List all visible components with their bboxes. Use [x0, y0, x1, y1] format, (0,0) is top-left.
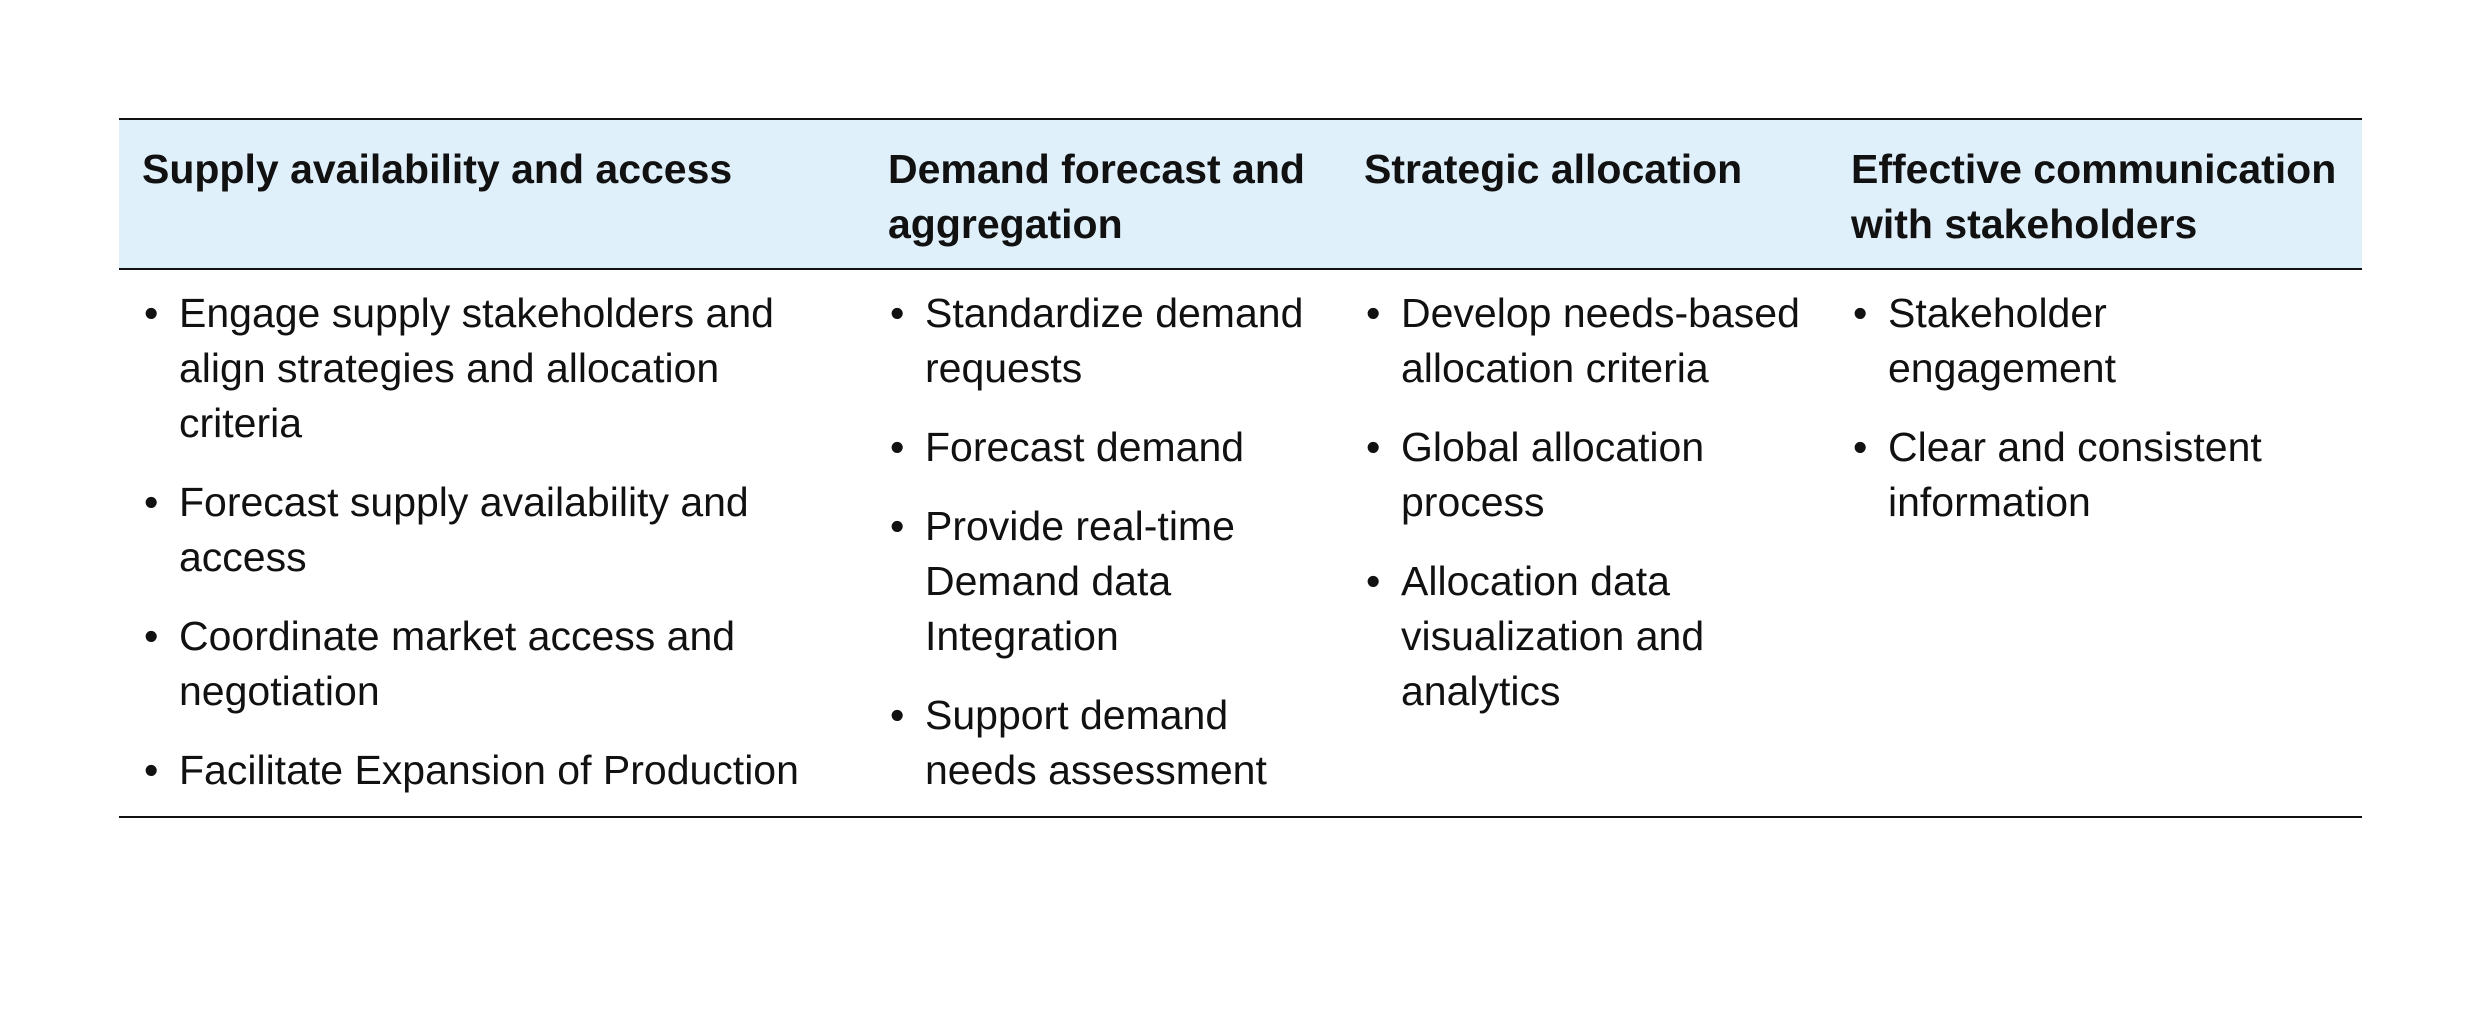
column-heading: Strategic allocation: [1364, 146, 1743, 192]
list-item-text: Allocation data visualization and analyt…: [1401, 558, 1705, 714]
list-item: • Coordinate market access and negotiatio…: [142, 609, 841, 719]
table-header: Supply availability and access Demand for…: [119, 119, 2362, 269]
list-item-text: Standardize demand requests: [925, 290, 1304, 391]
list-item: • Provide real-time Demand data Integrati…: [888, 499, 1317, 664]
list-item-text: Develop needs-based allocation criteria: [1401, 290, 1800, 391]
list-item-text: Support demand needs assessment: [925, 692, 1267, 793]
bullet-list: • Standardize demand requests • Forecast de…: [888, 286, 1317, 798]
list-item: • Allocation data visualization and analy…: [1364, 554, 1804, 719]
column-heading: Demand forecast and aggregation: [888, 146, 1305, 247]
table-body: • Engage supply stakeholders and align st…: [119, 269, 2362, 817]
column-cell: • Stakeholder engagement • Clear and consis…: [1828, 269, 2362, 817]
list-item-text: Provide real-time Demand data Integratio…: [925, 503, 1235, 659]
bullet-icon: •: [1853, 424, 1868, 470]
column-cell: • Engage supply stakeholders and align st…: [119, 269, 865, 817]
list-item-text: Facilitate Expansion of Production: [179, 747, 799, 793]
bullet-icon: •: [890, 290, 905, 336]
list-item: • Develop needs-based allocation criteria: [1364, 286, 1804, 396]
bullet-icon: •: [1366, 424, 1381, 470]
list-item-text: Forecast demand: [925, 424, 1245, 470]
column-heading: Effective communication with stakeholder…: [1851, 146, 2337, 247]
bullet-icon: •: [144, 290, 159, 336]
bullet-icon: •: [144, 613, 159, 659]
bullet-icon: •: [144, 747, 159, 793]
list-item-text: Clear and consistent information: [1888, 424, 2262, 525]
bullet-icon: •: [1853, 290, 1868, 336]
bullet-icon: •: [144, 479, 159, 525]
bullet-icon: •: [890, 692, 905, 738]
bullet-list: • Stakeholder engagement • Clear and consis…: [1851, 286, 2338, 530]
list-item-text: Forecast supply availability and access: [179, 479, 749, 580]
list-item: • Stakeholder engagement: [1851, 286, 2338, 396]
list-item: • Engage supply stakeholders and align st…: [142, 286, 841, 451]
body-row: • Engage supply stakeholders and align st…: [119, 269, 2362, 817]
bullet-icon: •: [890, 503, 905, 549]
list-item-text: Stakeholder engagement: [1888, 290, 2116, 391]
column-cell: • Develop needs-based allocation criteria…: [1341, 269, 1828, 817]
bullet-icon: •: [1366, 558, 1381, 604]
header-row: Supply availability and access Demand for…: [119, 119, 2362, 269]
list-item: • Facilitate Expansion of Production: [142, 743, 841, 798]
bullet-icon: •: [890, 424, 905, 470]
list-item-text: Coordinate market access and negotiation: [179, 613, 736, 714]
bullet-list: • Develop needs-based allocation criteria…: [1364, 286, 1804, 719]
column-heading: Supply availability and access: [142, 146, 733, 192]
list-item-text: Engage supply stakeholders and align str…: [179, 290, 774, 446]
list-item-text: Global allocation process: [1401, 424, 1705, 525]
column-cell: • Standardize demand requests • Forecast de…: [865, 269, 1341, 817]
list-item: • Forecast supply availability and access: [142, 475, 841, 585]
list-item: • Standardize demand requests: [888, 286, 1317, 396]
bullet-icon: •: [1366, 290, 1381, 336]
bullet-list: • Engage supply stakeholders and align st…: [142, 286, 841, 798]
list-item: • Forecast demand: [888, 420, 1317, 475]
framework-table: Supply availability and access Demand for…: [119, 118, 2362, 818]
list-item: • Clear and consistent information: [1851, 420, 2338, 530]
list-item: • Support demand needs assessment: [888, 688, 1317, 798]
list-item: • Global allocation process: [1364, 420, 1804, 530]
